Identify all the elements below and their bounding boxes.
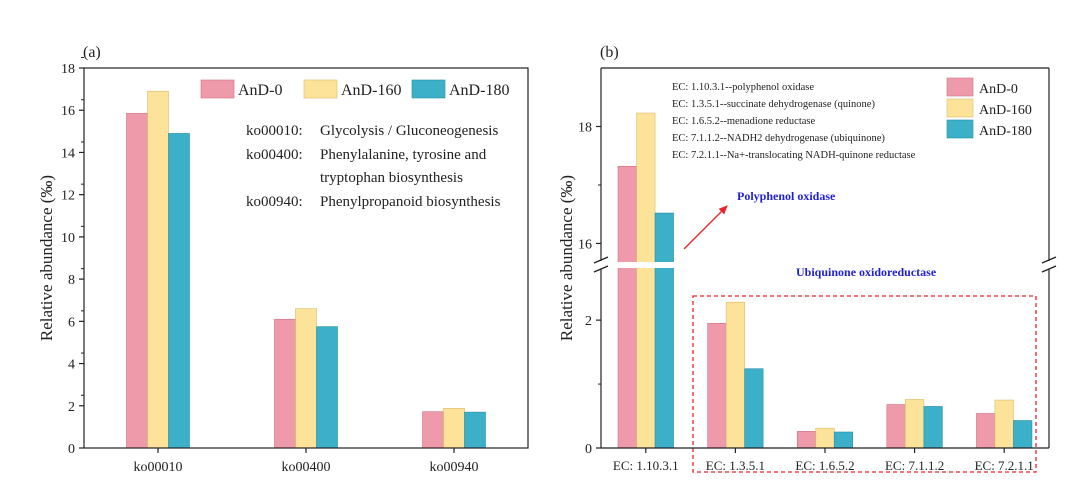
y-tick-label: 0 — [68, 442, 75, 457]
panel-b-x-ticks: EC: 1.10.3.1 EC: 1.3.5.1 EC: 1.6.5.2 EC: 7.… — [613, 448, 1034, 473]
y-tick-label: 16 — [578, 237, 592, 252]
bar-and-0-ec-7-1-1-2 — [886, 404, 906, 449]
enzyme-note: EC: 1.6.5.2--menadione reductase — [672, 116, 815, 127]
x-tick-label: EC: 1.10.3.1 — [613, 458, 679, 473]
bar-and-180-ko00400 — [316, 326, 338, 449]
polyphenol-arrow — [683, 205, 728, 250]
bar-and-0-ec-1-6-5-2 — [796, 431, 817, 449]
panel-a: (a) 0 2 4 6 8 10 12 14 16 18 ko00010 ko00400 ko0094… — [37, 44, 529, 475]
bar-and-160-ko00940 — [443, 408, 465, 449]
legend-label-and-0: AnD-0 — [238, 82, 282, 99]
bar-and-0-ko00010 — [126, 113, 148, 449]
note-code: ko00940: — [246, 194, 303, 210]
y-tick-label: 18 — [61, 62, 75, 77]
y-tick-label: 14 — [61, 146, 75, 161]
panel-b-bars — [617, 112, 1033, 449]
enzyme-note: EC: 1.10.3.1--polyphenol oxidase — [672, 82, 814, 93]
x-tick-label: ko00400 — [282, 460, 331, 475]
panel-a-y-axis-label: Relative abundance (‰) — [37, 175, 56, 341]
bar-and-160-ec-7-1-1-2 — [905, 399, 925, 449]
note-text: tryptophan biosynthesis — [320, 170, 463, 186]
y-tick-label: 6 — [68, 315, 75, 330]
bar-and-180-ec-7-1-1-2 — [923, 406, 943, 449]
legend-swatch-and-180 — [411, 79, 446, 99]
legend-swatch-and-160 — [303, 79, 338, 99]
polyphenol-oxidase-annotation: Polyphenol oxidase — [737, 189, 836, 203]
bar-and-160-ec-1-3-5-1 — [725, 301, 745, 449]
panel-a-y-ticks: 0 2 4 6 8 10 12 14 16 18 — [61, 57, 84, 457]
bar-and-0-ec-1-10-3-1 — [617, 165, 637, 449]
y-tick-label: 2 — [68, 400, 75, 415]
legend-label-and-180: AnD-180 — [979, 124, 1032, 139]
axis-break-marks — [593, 256, 1057, 273]
y-tick-label: 12 — [61, 189, 75, 204]
panel-b-label: (b) — [600, 44, 619, 61]
x-tick-label: EC: 7.1.1.2 — [885, 458, 944, 473]
bar-and-180-ec-1-10-3-1 — [654, 212, 674, 449]
panel-a-pathway-notes: ko00010: Glycolysis / Gluconeogenesis ko… — [246, 123, 501, 210]
y-tick-label: 18 — [578, 120, 592, 135]
bar-and-0-ec-1-3-5-1 — [707, 323, 727, 449]
panel-a-x-ticks: ko00010 ko00400 ko00940 — [134, 448, 479, 475]
legend-swatch-and-160 — [946, 98, 974, 118]
y-tick-label: 2 — [585, 314, 592, 329]
panel-a-bars — [126, 90, 486, 449]
panel-a-legend: AnD-0 AnD-160 AnD-180 — [200, 79, 509, 99]
y-tick-label: 8 — [68, 273, 75, 288]
note-text: Phenylalanine, tyrosine and — [320, 147, 487, 163]
ubiquinone-oxidoreductase-annotation: Ubiquinone oxidoreductase — [796, 265, 937, 279]
y-tick-label: 16 — [61, 104, 75, 119]
x-tick-label: EC: 1.3.5.1 — [706, 458, 765, 473]
note-text: Phenylpropanoid biosynthesis — [320, 194, 501, 210]
x-tick-label: ko00940 — [430, 460, 479, 475]
bar-and-160-ec-7-2-1-1 — [994, 399, 1014, 449]
enzyme-note: EC: 7.2.1.1--Na+-translocating NADH-quin… — [672, 150, 916, 161]
bar-and-160-ko00010 — [147, 90, 169, 449]
bar-and-160-ec-1-10-3-1 — [636, 112, 656, 449]
bar-and-180-ec-1-3-5-1 — [744, 368, 764, 449]
bar-and-180-ec-7-2-1-1 — [1013, 420, 1033, 449]
y-tick-label: 4 — [68, 358, 75, 373]
enzyme-note: EC: 1.3.5.1--succinate dehydrogenase (qu… — [672, 99, 875, 110]
panel-b-y-ticks: 0 2 16 18 — [578, 120, 601, 457]
panel-b-enzyme-notes: EC: 1.10.3.1--polyphenol oxidase EC: 1.3… — [672, 82, 916, 161]
legend-label-and-0: AnD-0 — [979, 82, 1018, 97]
panel-b-y-axis-label: Relative abundance (‰) — [557, 175, 576, 341]
bar-and-180-ko00010 — [168, 133, 190, 449]
bar-and-180-ko00940 — [464, 411, 486, 449]
x-tick-label: EC: 7.2.1.1 — [975, 458, 1034, 473]
panel-a-label: (a) — [83, 44, 101, 61]
y-tick-label: 10 — [61, 231, 75, 246]
bar-and-0-ec-7-2-1-1 — [976, 413, 996, 449]
axis-break-gap — [614, 262, 676, 268]
note-code: ko00400: — [246, 147, 303, 163]
bar-and-160-ko00400 — [295, 308, 317, 449]
legend-swatch-and-0 — [946, 77, 974, 97]
legend-swatch-and-180 — [946, 119, 974, 139]
enzyme-note: EC: 7.1.1.2--NADH2 dehydrogenase (ubiqui… — [672, 133, 885, 144]
legend-label-and-160: AnD-160 — [979, 103, 1032, 118]
panel-b-legend: AnD-0 AnD-160 AnD-180 — [946, 77, 1032, 139]
legend-swatch-and-0 — [200, 79, 235, 99]
bar-and-0-ko00940 — [422, 411, 444, 449]
legend-label-and-160: AnD-160 — [341, 82, 401, 99]
bar-and-160-ec-1-6-5-2 — [815, 427, 835, 449]
x-tick-label: ko00010 — [134, 460, 183, 475]
bar-and-180-ec-1-6-5-2 — [833, 431, 854, 449]
ubiquinone-highlight-box — [692, 295, 1037, 473]
note-code: ko00010: — [246, 123, 303, 139]
legend-label-and-180: AnD-180 — [449, 82, 509, 99]
y-tick-label: 0 — [585, 442, 592, 457]
x-tick-label: EC: 1.6.5.2 — [795, 458, 854, 473]
note-text: Glycolysis / Gluconeogenesis — [320, 123, 498, 139]
bar-and-0-ko00400 — [274, 318, 296, 449]
